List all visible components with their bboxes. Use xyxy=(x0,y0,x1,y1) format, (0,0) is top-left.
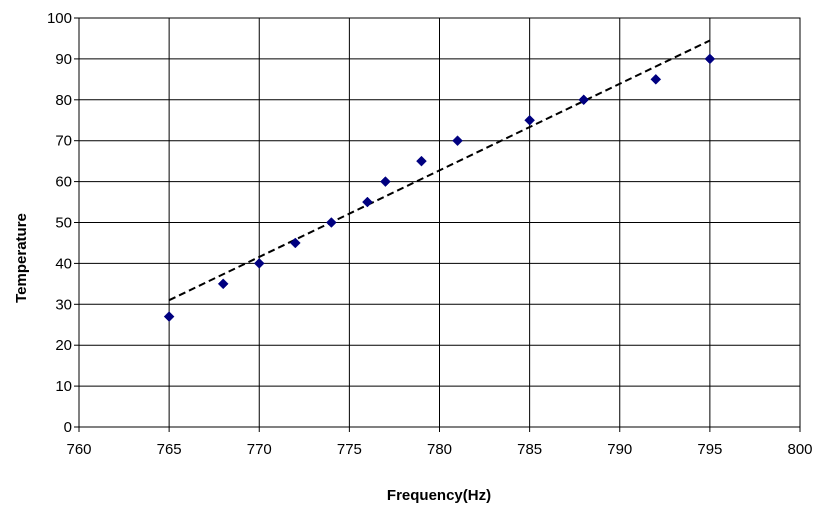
data-point-diamond xyxy=(163,311,175,322)
x-tick-label: 760 xyxy=(66,441,91,458)
y-tick-labels: 0 10 20 30 40 50 60 70 80 90 100 xyxy=(47,10,72,436)
data-point-diamond xyxy=(253,258,265,269)
y-tick-label: 80 xyxy=(55,92,72,109)
y-tick-label: 50 xyxy=(55,215,72,232)
x-tick-label: 775 xyxy=(337,441,362,458)
y-tick-label: 100 xyxy=(47,10,72,27)
y-tick-label: 40 xyxy=(55,255,72,272)
data-point-diamond xyxy=(380,176,391,187)
x-tick-label: 800 xyxy=(787,441,812,458)
data-point-diamond xyxy=(289,237,301,249)
data-point-diamond xyxy=(650,73,662,85)
plot-area-border xyxy=(78,17,801,428)
y-tick-label: 20 xyxy=(55,337,72,354)
data-point-diamond xyxy=(217,278,229,290)
x-tick-label: 780 xyxy=(427,441,452,458)
data-point-diamond xyxy=(524,114,535,126)
y-tick-label: 60 xyxy=(55,174,72,191)
y-tick-label: 90 xyxy=(55,51,72,68)
trendline xyxy=(168,39,711,302)
grid-lines xyxy=(74,17,801,432)
x-tick-label: 765 xyxy=(157,441,182,458)
y-tick-label: 30 xyxy=(55,296,72,313)
x-tick-label: 770 xyxy=(247,441,272,458)
y-tick-label: 10 xyxy=(55,378,72,395)
data-point-diamond xyxy=(452,135,463,147)
data-points xyxy=(163,53,716,322)
x-tick-label: 795 xyxy=(697,441,722,458)
data-point-diamond xyxy=(362,196,373,208)
data-point-diamond xyxy=(416,155,427,167)
data-point-diamond xyxy=(578,94,590,106)
y-axis-title: Temperature xyxy=(13,213,30,303)
data-point-diamond xyxy=(325,217,337,228)
x-tick-label: 790 xyxy=(607,441,632,458)
x-tick-labels: 760 765 770 775 780 785 790 795 800 xyxy=(66,441,812,458)
x-tick-label: 785 xyxy=(517,441,542,458)
y-tick-label: 70 xyxy=(55,133,72,150)
y-tick-label: 0 xyxy=(64,419,72,436)
data-point-diamond xyxy=(704,53,716,65)
x-axis-title: Frequency(Hz) xyxy=(387,487,491,504)
